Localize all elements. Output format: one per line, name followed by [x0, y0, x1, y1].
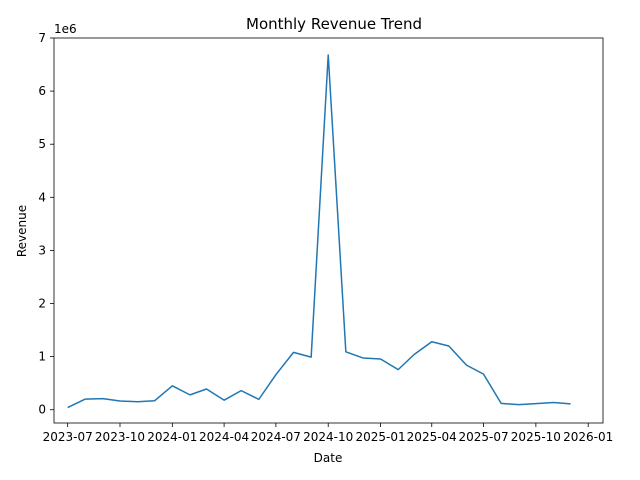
y-tick-label: 6: [38, 84, 46, 98]
x-tick-label: 2026-01: [563, 430, 613, 444]
x-tick-label: 2024-04: [199, 430, 249, 444]
y-axis-ticks: 0 1 2 3 4 5 6 7: [38, 31, 54, 417]
x-tick-label: 2025-01: [355, 430, 405, 444]
x-tick-label: 2024-01: [147, 430, 197, 444]
y-tick-label: 3: [38, 243, 46, 257]
y-tick-label: 5: [38, 137, 46, 151]
y-axis-label: Revenue: [15, 205, 29, 257]
x-axis-ticks: 2023-07 2023-10 2024-01 2024-04 2024-07 2024-…: [43, 423, 613, 444]
x-tick-label: 2025-04: [407, 430, 457, 444]
x-tick-label: 2023-10: [95, 430, 145, 444]
y-tick-label: 1: [38, 350, 46, 364]
y-tick-label: 4: [38, 190, 46, 204]
chart-title: Monthly Revenue Trend: [246, 15, 422, 33]
plot-frame: [53, 37, 604, 424]
x-axis-label: Date: [314, 451, 343, 465]
y-tick-label: 7: [38, 31, 46, 45]
x-tick-label: 2025-07: [458, 430, 508, 444]
y-offset-label: 1e6: [54, 22, 77, 36]
x-tick-label: 2023-07: [43, 430, 93, 444]
y-tick-label: 0: [38, 403, 46, 417]
x-tick-label: 2025-10: [511, 430, 561, 444]
x-tick-label: 2024-07: [251, 430, 301, 444]
x-tick-label: 2024-10: [303, 430, 353, 444]
y-tick-label: 2: [38, 297, 46, 311]
revenue-line: [67, 54, 571, 409]
